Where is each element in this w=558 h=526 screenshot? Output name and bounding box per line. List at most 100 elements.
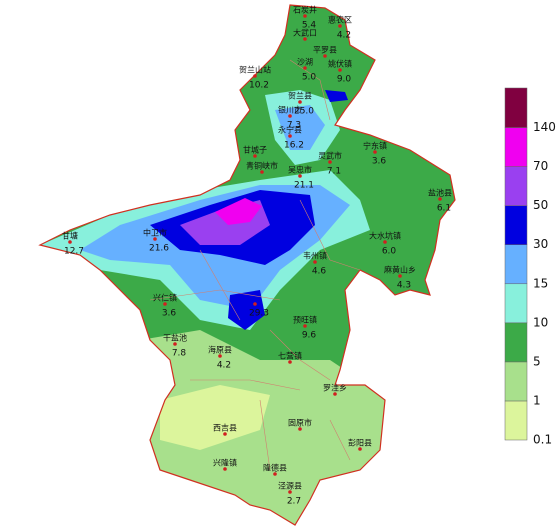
station-dot <box>253 74 257 78</box>
station-dot <box>288 360 292 364</box>
place-name: 平罗县 <box>313 46 337 55</box>
rain-value: 7.8 <box>172 349 187 359</box>
rain-value: 21.6 <box>149 244 169 254</box>
legend-label: 0.1 <box>533 433 552 447</box>
place-name: 兴隆镇 <box>213 458 237 468</box>
place-name: 大水坑镇 <box>369 231 401 241</box>
rain-value: 7.1 <box>327 167 341 177</box>
legend-swatch <box>504 87 528 128</box>
place-name: 惠农区 <box>328 15 352 25</box>
station-dot <box>173 342 177 346</box>
rain-value: 4.2 <box>217 361 231 371</box>
place-name: 西吉县 <box>213 424 237 433</box>
place-name: 韦州镇 <box>303 251 327 261</box>
place-name: 麻黄山乡 <box>384 265 416 275</box>
station-dot <box>163 302 167 306</box>
legend-label: 30 <box>533 237 548 251</box>
rain-zones <box>40 5 455 525</box>
legend-label: 1 <box>533 393 541 407</box>
station-dot <box>358 447 362 451</box>
rain-value: 25.0 <box>294 107 314 117</box>
rain-value: 6.1 <box>437 204 451 214</box>
rain-value: 4.2 <box>337 31 351 41</box>
place-name: 固原市 <box>288 418 312 428</box>
station-dot <box>338 24 342 28</box>
station-dot <box>223 467 227 471</box>
place-name: 贺兰县 <box>288 91 312 101</box>
station-dot <box>338 68 342 72</box>
station-dot <box>303 37 307 41</box>
place-name: 永宁县 <box>278 125 302 135</box>
place-name: 大武口 <box>293 28 317 38</box>
rain-value: 5.4 <box>302 21 317 31</box>
place-name: 贺兰山站 <box>239 65 271 75</box>
station-dot <box>288 134 292 138</box>
legend-swatch <box>504 361 528 402</box>
station-dot <box>260 170 264 174</box>
place-name: 银川市 <box>278 105 302 115</box>
station-dot <box>303 14 307 18</box>
place-name: 甘城子 <box>243 145 267 155</box>
place-name: 彭阳县 <box>348 438 372 448</box>
station-dot <box>323 54 327 58</box>
station-dot <box>218 354 222 358</box>
rain-value: 2.7 <box>287 497 301 507</box>
station-dot <box>298 427 302 431</box>
rain-value: 3.6 <box>162 309 177 319</box>
place-name: 中卫市 <box>143 228 167 238</box>
station-dot <box>383 240 387 244</box>
legend-label: 10 <box>533 315 548 329</box>
place-name: 灵武市 <box>318 151 342 161</box>
place-name: 预旺镇 <box>293 315 317 325</box>
rain-value: 9.0 <box>337 75 352 85</box>
legend-swatch <box>504 127 528 167</box>
legend-swatch <box>504 400 528 441</box>
place-name: 姚伏镇 <box>328 59 352 69</box>
station-dot <box>303 66 307 70</box>
place-name: 甘塘 <box>62 231 78 241</box>
station-dot <box>298 174 302 178</box>
rain-value: 4.3 <box>397 281 411 291</box>
county-borders <box>149 59 361 471</box>
rain-value: 9.6 <box>302 331 317 341</box>
place-name: 沙湖 <box>297 58 313 67</box>
legend-swatch <box>504 283 528 324</box>
station-dot <box>313 260 317 264</box>
place-name: 兴仁镇 <box>153 293 177 303</box>
station-dot <box>253 302 257 306</box>
legend-swatch <box>504 166 528 206</box>
station-dot <box>373 150 377 154</box>
station-dot <box>438 197 442 201</box>
legend-label: 5 <box>533 354 541 368</box>
station-dot <box>298 100 302 104</box>
place-name: 泾源县 <box>278 482 302 491</box>
legend-label: 50 <box>533 198 548 212</box>
station-dot <box>328 160 332 164</box>
rain-value: 3.6 <box>372 157 387 167</box>
rain-value: 5.0 <box>302 73 317 83</box>
station-dot <box>398 274 402 278</box>
place-name: 七营镇 <box>278 351 302 361</box>
legend-label: 70 <box>533 159 548 173</box>
rain-value: 7.3 <box>287 121 301 131</box>
station-dot <box>223 432 227 436</box>
rain-value: 21.1 <box>294 181 314 191</box>
station-dot <box>288 490 292 494</box>
rain-value: 16.2 <box>284 141 304 151</box>
place-name: 青铜峡市 <box>246 161 278 171</box>
place-name: 吴忠市 <box>288 165 312 175</box>
place-name: 盐池县 <box>428 188 452 198</box>
station-dot <box>273 472 277 476</box>
place-name: 石炭井 <box>293 5 317 15</box>
place-name: 宁东镇 <box>363 141 387 151</box>
station-dot <box>333 392 337 396</box>
place-name: 干盐池 <box>163 333 187 343</box>
legend-swatch <box>504 322 528 363</box>
station-dot <box>153 237 157 241</box>
rain-value: 12.7 <box>64 247 84 257</box>
station-dot <box>253 154 257 158</box>
station-dot <box>68 240 72 244</box>
